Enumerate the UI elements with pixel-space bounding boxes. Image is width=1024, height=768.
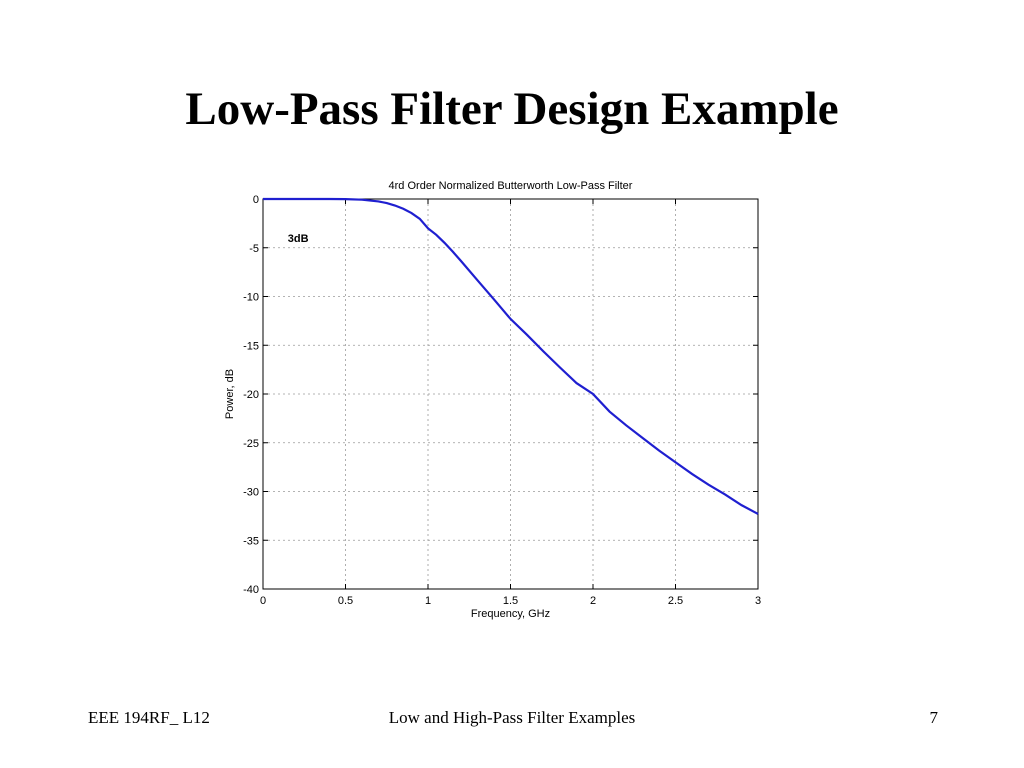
- slide-title: Low-Pass Filter Design Example: [185, 83, 839, 135]
- x-tick-label: 3: [755, 595, 761, 607]
- y-tick-label: -5: [249, 243, 259, 255]
- chart-grid: [263, 199, 758, 589]
- y-tick-label: -20: [243, 389, 259, 401]
- y-tick-label: -15: [243, 340, 259, 352]
- x-axis-label: Frequency, GHz: [471, 608, 550, 620]
- y-axis-label: Power, dB: [224, 369, 236, 419]
- annotation-3db: 3dB: [288, 233, 309, 245]
- footer-page-number: 7: [929, 708, 939, 727]
- x-tick-label: 0.5: [338, 595, 353, 607]
- y-tick-label: -35: [243, 535, 259, 547]
- y-tick-label: 0: [253, 194, 259, 206]
- y-tick-label: -10: [243, 292, 259, 304]
- footer-topic: Low and High-Pass Filter Examples: [388, 708, 636, 727]
- x-tick-label: 1.5: [503, 595, 518, 607]
- x-tick-label: 0: [260, 595, 266, 607]
- x-tick-label: 2.5: [668, 595, 683, 607]
- y-tick-label: -25: [243, 438, 259, 450]
- y-tick-label: -40: [243, 584, 259, 596]
- footer-course: EEE 194RF_ L12: [88, 708, 210, 727]
- y-tick-label: -30: [243, 487, 259, 499]
- chart-title: 4rd Order Normalized Butterworth Low-Pas…: [389, 180, 633, 192]
- x-tick-label: 2: [590, 595, 596, 607]
- x-tick-label: 1: [425, 595, 431, 607]
- chart-ticks: 0 0.5 1 1.5 2 2.5 3 0 -5 -10 -15 -20 -25 -30 -35 -40: [243, 194, 761, 607]
- series-line: [263, 197, 759, 515]
